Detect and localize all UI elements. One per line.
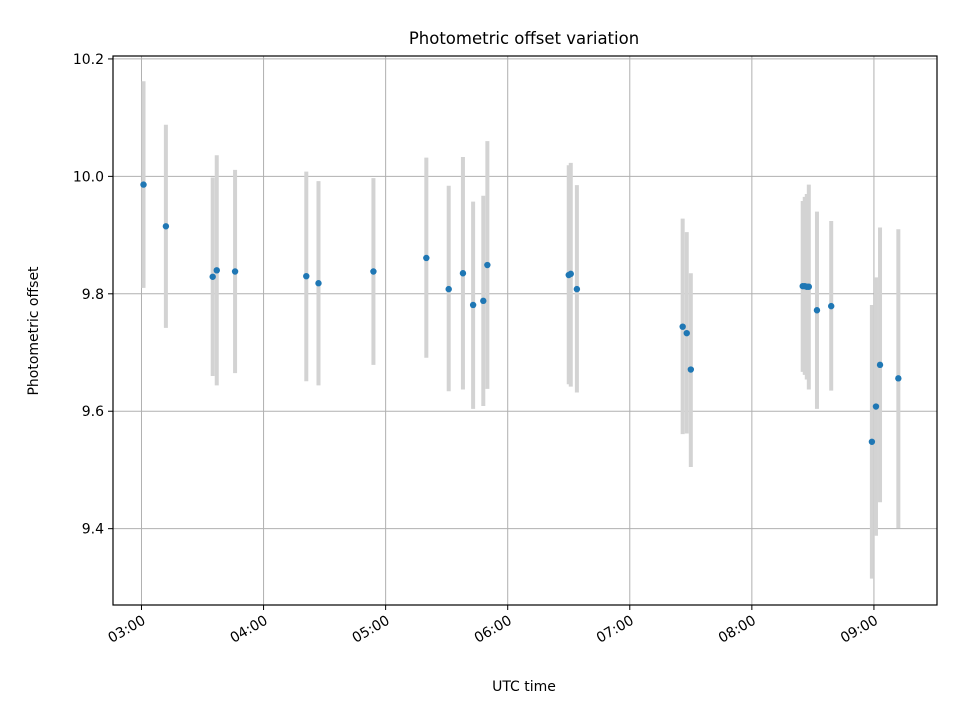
data-point bbox=[209, 273, 216, 280]
data-point bbox=[573, 285, 581, 293]
data-point bbox=[423, 254, 430, 262]
data-point bbox=[484, 261, 491, 269]
data-point bbox=[872, 403, 880, 410]
y-tick-label: 9.4 bbox=[82, 522, 104, 538]
data-point bbox=[828, 302, 835, 310]
data-point bbox=[683, 329, 690, 337]
y-tick-label: 10.0 bbox=[73, 169, 104, 185]
data-point bbox=[231, 268, 239, 275]
data-point bbox=[445, 285, 452, 293]
data-point bbox=[469, 301, 477, 309]
plot-frame bbox=[112, 55, 938, 606]
data-point bbox=[480, 297, 487, 305]
x-axis-label: UTC time bbox=[492, 679, 556, 695]
data-point bbox=[895, 375, 902, 382]
grid-lines bbox=[113, 56, 937, 605]
data-point bbox=[868, 438, 876, 445]
y-axis-label: Photometric offset bbox=[26, 266, 42, 396]
data-point bbox=[567, 270, 574, 278]
data-point bbox=[303, 272, 310, 280]
data-points bbox=[140, 181, 902, 445]
data-point bbox=[805, 283, 813, 290]
data-point bbox=[459, 270, 467, 277]
data-point bbox=[162, 223, 170, 230]
y-tick-label: 9.6 bbox=[82, 404, 104, 420]
data-point bbox=[679, 323, 686, 330]
y-tick-label: 10.2 bbox=[73, 52, 104, 68]
data-point bbox=[315, 280, 322, 287]
data-point bbox=[140, 181, 147, 188]
data-point bbox=[876, 361, 884, 369]
y-tick-label: 9.8 bbox=[82, 287, 104, 303]
data-point bbox=[813, 307, 821, 314]
chart-title: Photometric offset variation bbox=[409, 29, 639, 48]
data-point bbox=[687, 366, 695, 373]
data-point bbox=[370, 268, 377, 275]
data-point bbox=[213, 267, 220, 274]
